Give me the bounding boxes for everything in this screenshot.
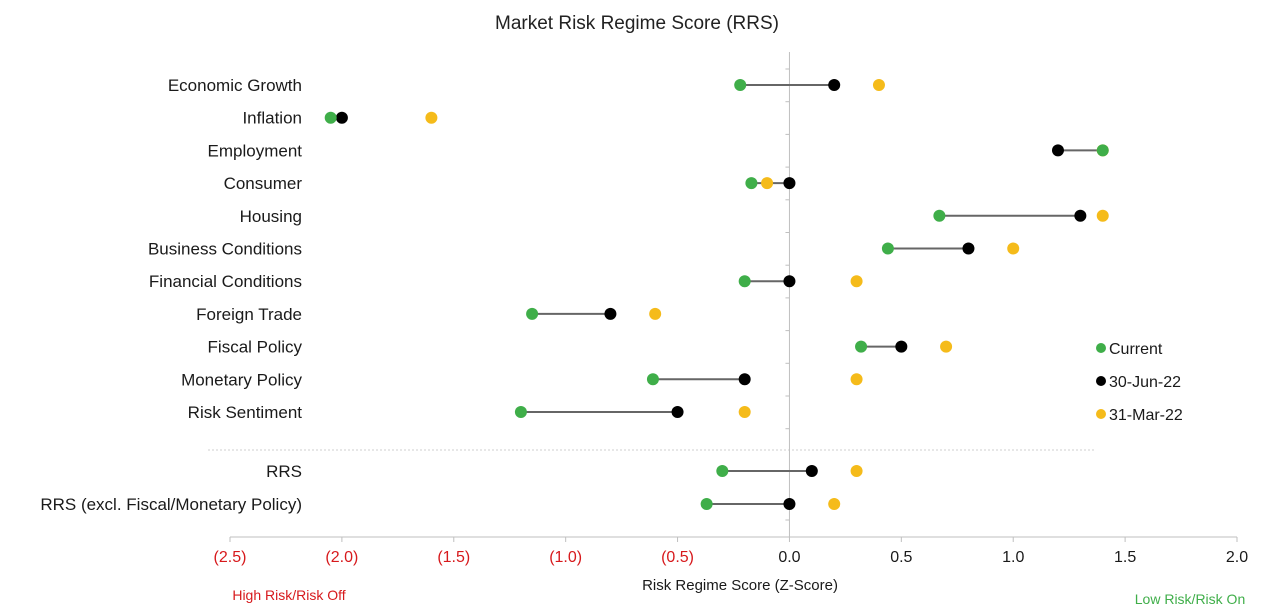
x-axis: (2.5) (2.0) (1.5) (1.0) (0.5) 0.0 0.5 1.0 1.5 2.0 <box>214 52 1248 566</box>
data-point <box>783 498 796 510</box>
data-point <box>872 79 885 91</box>
x-tick-label: 1.0 <box>1002 549 1024 566</box>
data-point <box>828 498 841 510</box>
x-tick-label: (2.0) <box>325 549 358 566</box>
legend-marker <box>1096 343 1106 353</box>
data-point <box>1074 209 1087 222</box>
data-point <box>425 111 438 124</box>
legend-label: 31-Mar-22 <box>1109 407 1183 424</box>
data-point <box>1051 144 1064 157</box>
x-tick-label: (1.5) <box>437 549 470 566</box>
category-label: Monetary Policy <box>181 370 302 389</box>
data-point <box>716 465 729 477</box>
legend-marker <box>1096 376 1106 386</box>
x-tick-label: 2.0 <box>1226 549 1248 566</box>
data-point <box>1096 144 1109 157</box>
data-points <box>324 79 1109 510</box>
x-axis-title: Risk Regime Score (Z-Score) <box>642 577 838 594</box>
x-tick-label: 0.5 <box>890 549 912 566</box>
data-point <box>646 373 659 386</box>
data-point <box>805 465 818 477</box>
x-tick-label: (1.0) <box>549 549 582 566</box>
category-label: Fiscal Policy <box>208 338 303 357</box>
data-point <box>335 111 348 124</box>
data-point <box>850 373 863 386</box>
data-point <box>526 307 539 320</box>
data-point <box>324 111 337 124</box>
category-label: Financial Conditions <box>149 272 302 291</box>
data-point <box>850 465 863 477</box>
data-point <box>783 177 796 190</box>
data-point <box>933 209 946 222</box>
data-point <box>962 242 975 255</box>
data-point <box>649 307 662 320</box>
data-point <box>738 406 751 418</box>
x-tick-label: 0.0 <box>778 549 800 566</box>
category-label: Employment <box>208 141 303 160</box>
category-labels: Economic Growth Inflation Employment Consum… <box>40 76 302 514</box>
data-point <box>783 275 796 288</box>
chart-title: Market Risk Regime Score (RRS) <box>495 13 779 34</box>
data-point <box>761 177 774 190</box>
data-point <box>1007 242 1020 255</box>
data-point <box>940 340 953 353</box>
data-point <box>895 340 908 353</box>
category-label: Foreign Trade <box>196 305 302 324</box>
data-point <box>1096 209 1109 222</box>
category-label: RRS (excl. Fiscal/Monetary Policy) <box>40 495 302 514</box>
legend-marker <box>1096 409 1106 419</box>
category-label: RRS <box>266 462 302 481</box>
connector-lines <box>330 84 1103 505</box>
data-point <box>738 373 751 386</box>
data-point <box>514 406 527 418</box>
legend-label: 30-Jun-22 <box>1109 374 1181 391</box>
category-label: Business Conditions <box>148 240 302 259</box>
data-point <box>855 340 868 353</box>
x-tick-label: 1.5 <box>1114 549 1136 566</box>
x-tick-label: (2.5) <box>214 549 247 566</box>
data-point <box>604 307 617 320</box>
legend: Current 30-Jun-22 31-Mar-22 <box>1096 341 1183 424</box>
data-point <box>734 79 747 91</box>
category-label: Inflation <box>242 109 302 128</box>
data-point <box>850 275 863 288</box>
category-label: Economic Growth <box>168 76 302 95</box>
data-point <box>828 79 841 91</box>
category-label: Risk Sentiment <box>188 403 303 422</box>
data-point <box>881 242 894 255</box>
data-point <box>738 275 751 288</box>
data-point <box>671 406 684 418</box>
risk-off-note: High Risk/Risk Off <box>232 587 345 603</box>
x-tick-label: (0.5) <box>661 549 694 566</box>
risk-on-note: Low Risk/Risk On <box>1135 591 1245 606</box>
legend-label: Current <box>1109 341 1163 358</box>
data-point <box>700 498 713 510</box>
data-point <box>745 177 758 190</box>
category-label: Housing <box>240 207 302 226</box>
category-label: Consumer <box>224 174 303 193</box>
